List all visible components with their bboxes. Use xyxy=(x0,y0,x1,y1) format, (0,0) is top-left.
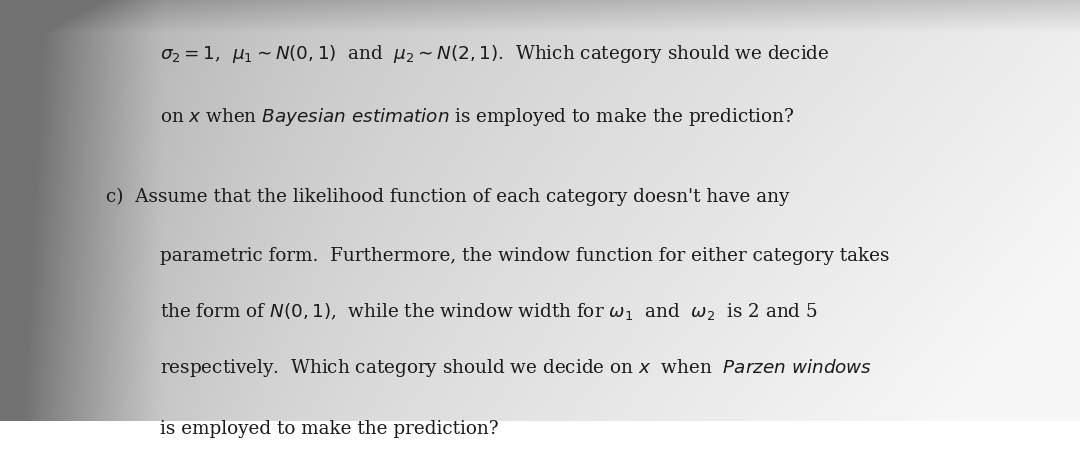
Text: respectively.  Which category should we decide on $x$  when  $\mathit{Parzen\ wi: respectively. Which category should we d… xyxy=(160,357,872,379)
Text: parametric form.  Furthermore, the window function for either category takes: parametric form. Furthermore, the window… xyxy=(160,247,889,265)
Text: is employed to make the prediction?: is employed to make the prediction? xyxy=(160,420,499,438)
Text: the form of $N(0, 1)$,  while the window width for $\omega_1$  and  $\omega_2$  : the form of $N(0, 1)$, while the window … xyxy=(160,301,818,322)
Text: on $x$ when $\mathit{Bayesian\ estimation}$ is employed to make the prediction?: on $x$ when $\mathit{Bayesian\ estimatio… xyxy=(160,106,795,129)
Text: c)  Assume that the likelihood function of each category doesn't have any: c) Assume that the likelihood function o… xyxy=(106,188,789,207)
Text: $\sigma_2 = 1$,  $\mu_1 \sim N(0, 1)$  and  $\mu_2 \sim N(2, 1)$.  Which categor: $\sigma_2 = 1$, $\mu_1 \sim N(0, 1)$ and… xyxy=(160,43,829,65)
